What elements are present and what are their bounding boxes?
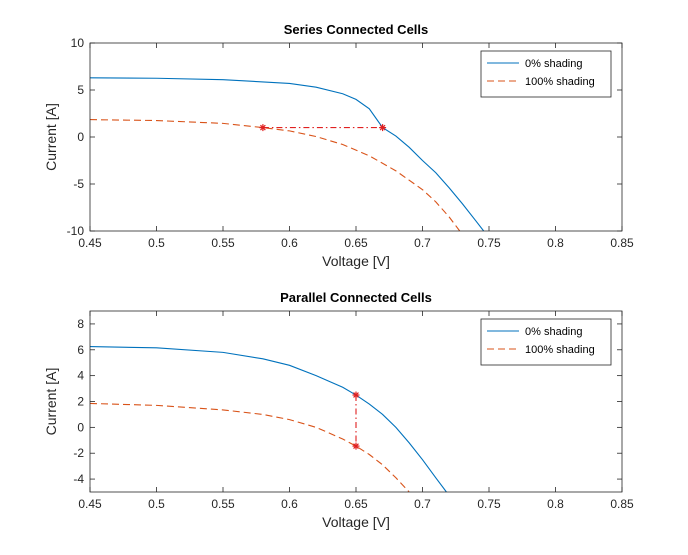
x-tick-label: 0.8	[547, 497, 564, 511]
legend-entry: 0% shading	[525, 58, 583, 70]
y-tick-label: 0	[77, 420, 84, 434]
series-line-2	[90, 119, 461, 231]
y-tick-label: 2	[77, 395, 84, 409]
x-tick-label: 0.65	[344, 236, 368, 250]
y-tick-label: 5	[77, 83, 84, 97]
y-tick-label: 4	[77, 369, 84, 383]
y-tick-label: 8	[77, 317, 84, 331]
chart-title: Parallel Connected Cells	[280, 290, 432, 305]
x-axis-label: Voltage [V]	[322, 253, 390, 269]
x-axis-label: Voltage [V]	[322, 514, 390, 530]
data-point-marker	[259, 124, 267, 132]
plot-series	[90, 77, 485, 231]
y-axis-label: Current [A]	[43, 368, 59, 436]
data-point-marker	[379, 124, 387, 132]
legend-entry: 100% shading	[525, 76, 595, 88]
y-tick-label: -4	[73, 472, 84, 486]
y-tick-label: 0	[77, 130, 84, 144]
x-tick-label: 0.45	[78, 497, 102, 511]
y-tick-label: -5	[73, 177, 84, 191]
legend-box	[480, 318, 612, 366]
x-tick-label: 0.7	[414, 497, 431, 511]
x-tick-label: 0.7	[414, 236, 431, 250]
data-point-marker	[352, 442, 360, 450]
x-tick-label: 0.75	[477, 497, 501, 511]
x-tick-label: 0.5	[148, 497, 165, 511]
x-tick-label: 0.45	[78, 236, 102, 250]
plot-series	[90, 346, 447, 492]
y-tick-label: 6	[77, 343, 84, 357]
chart-title: Series Connected Cells	[284, 22, 429, 37]
x-tick-label: 0.85	[610, 236, 634, 250]
legend: 0% shading 100% shading	[480, 318, 612, 366]
legend-box	[480, 50, 612, 98]
x-tick-label: 0.6	[281, 236, 298, 250]
legend-entry: 100% shading	[525, 344, 595, 356]
x-tick-label: 0.55	[211, 497, 235, 511]
chart-2: 0.45 0.5 0.55 0.6 0.65 0.7 0.75 0.8 0.85 -4 -2 0 2 4 6…	[43, 290, 634, 530]
y-tick-label: 10	[71, 36, 85, 50]
y-tick-label: -2	[73, 446, 84, 460]
x-tick-label: 0.55	[211, 236, 235, 250]
chart-1: 0.45 0.5 0.55 0.6 0.65 0.7 0.75 0.8 0.85 -10 -5 0 5 1…	[43, 22, 634, 269]
x-tick-label: 0.6	[281, 497, 298, 511]
data-point-marker	[352, 391, 360, 399]
y-axis-label: Current [A]	[43, 103, 59, 171]
legend: 0% shading 100% shading	[480, 50, 612, 98]
x-tick-label: 0.75	[477, 236, 501, 250]
x-tick-label: 0.5	[148, 236, 165, 250]
x-tick-label: 0.65	[344, 497, 368, 511]
y-tick-label: -10	[67, 224, 85, 238]
legend-entry: 0% shading	[525, 326, 583, 338]
x-tick-label: 0.8	[547, 236, 564, 250]
x-tick-label: 0.85	[610, 497, 634, 511]
series-line-2	[90, 402, 410, 492]
